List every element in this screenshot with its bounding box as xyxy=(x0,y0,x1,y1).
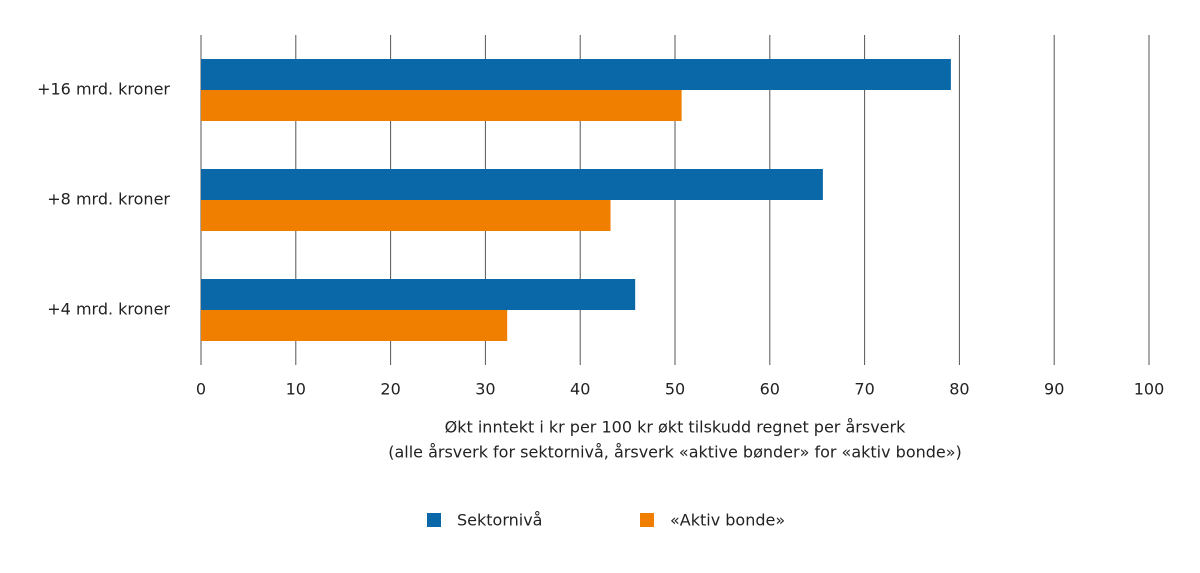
legend-label: «Aktiv bonde» xyxy=(670,511,785,530)
bar xyxy=(201,200,611,231)
x-tick-label: 50 xyxy=(665,380,685,399)
y-tick-label: +4 mrd. kroner xyxy=(47,300,170,319)
x-tick-label: 70 xyxy=(854,380,874,399)
x-tick-label: 60 xyxy=(760,380,780,399)
x-tick-label: 90 xyxy=(1044,380,1064,399)
bar xyxy=(201,59,951,90)
x-tick-label: 80 xyxy=(949,380,969,399)
bar xyxy=(201,310,508,341)
x-tick-label: 20 xyxy=(380,380,400,399)
bar xyxy=(201,279,636,310)
legend-swatch xyxy=(427,513,441,527)
legend-label: Sektornivå xyxy=(457,511,542,530)
bar xyxy=(201,169,823,200)
x-tick-label: 30 xyxy=(475,380,495,399)
x-tick-label: 0 xyxy=(196,380,206,399)
x-axis-label: (alle årsverk for sektornivå, årsverk «a… xyxy=(388,443,962,462)
bar xyxy=(201,90,682,121)
x-tick-label: 100 xyxy=(1134,380,1165,399)
x-tick-label: 10 xyxy=(286,380,306,399)
legend-swatch xyxy=(640,513,654,527)
y-tick-label: +8 mrd. kroner xyxy=(47,190,170,209)
x-axis-label: Økt inntekt i kr per 100 kr økt tilskudd… xyxy=(445,418,906,437)
x-tick-label: 40 xyxy=(570,380,590,399)
y-tick-label: +16 mrd. kroner xyxy=(37,80,170,99)
